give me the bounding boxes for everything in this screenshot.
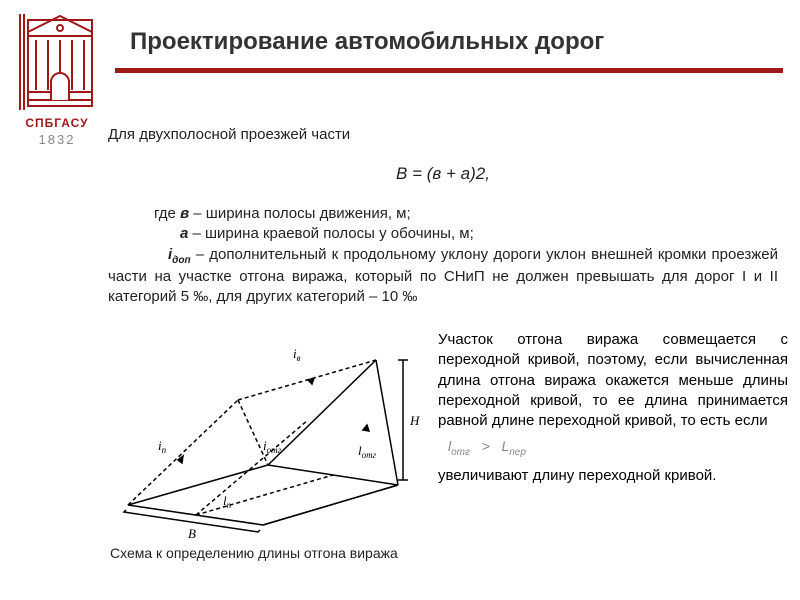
lbl-iotg: iотг [263,438,282,455]
diagram-caption: Схема к определению длины отгона виража [110,545,398,561]
university-logo: СПБГАСУ 1832 [12,12,102,147]
ineq-gt: > [482,438,490,454]
lbl-B: B [188,526,196,540]
right-text: Участок отгона виража совмещается с пере… [438,330,788,486]
lbl-lotg: lотг [358,443,377,460]
lbl-ib: iв [293,346,301,363]
sym-v: в [180,205,189,222]
diagram: iв H lотг iотг iп lп B [108,330,428,545]
intro-text: Для двухполосной проезжей части [108,125,778,145]
right-para2: увеличивают длину переходной кривой. [438,466,788,486]
main-content: Для двухполосной проезжей части B = (в +… [108,125,778,312]
def-a-line: а – ширина краевой полосы у обочины, м; [108,224,778,244]
formula: B = (в + a)2, [108,163,778,186]
def-i-line: iдоп – дополнительный к продольному укло… [108,245,778,308]
ineq-r-sub: пер [509,447,526,458]
def-v-line: где в – ширина полосы движения, м; [108,204,778,224]
inequality: lотг > Lпер [448,437,788,459]
sym-i-sub: доп [172,255,190,266]
lower-section: iв H lотг iотг iп lп B Участок отгона ви… [108,330,788,545]
ineq-l-sub: отг [451,447,470,458]
def-v: – ширина полосы движения, м; [189,205,411,222]
lbl-lp: lп [223,493,232,510]
def-a: – ширина краевой полосы у обочины, м; [188,225,473,242]
logo-building-icon [18,12,96,112]
page-title: Проектирование автомобильных дорог [130,28,604,56]
logo-year: 1832 [12,132,102,147]
lbl-ip: iп [158,438,167,455]
lbl-H: H [409,413,420,428]
def-i: – дополнительный к продольному уклону до… [108,246,778,306]
logo-text: СПБГАСУ [12,116,102,130]
definitions: где в – ширина полосы движения, м; а – ш… [108,204,778,308]
title-underline [115,68,783,73]
right-para: Участок отгона виража совмещается с пере… [438,330,788,431]
where-label: где [154,205,180,222]
